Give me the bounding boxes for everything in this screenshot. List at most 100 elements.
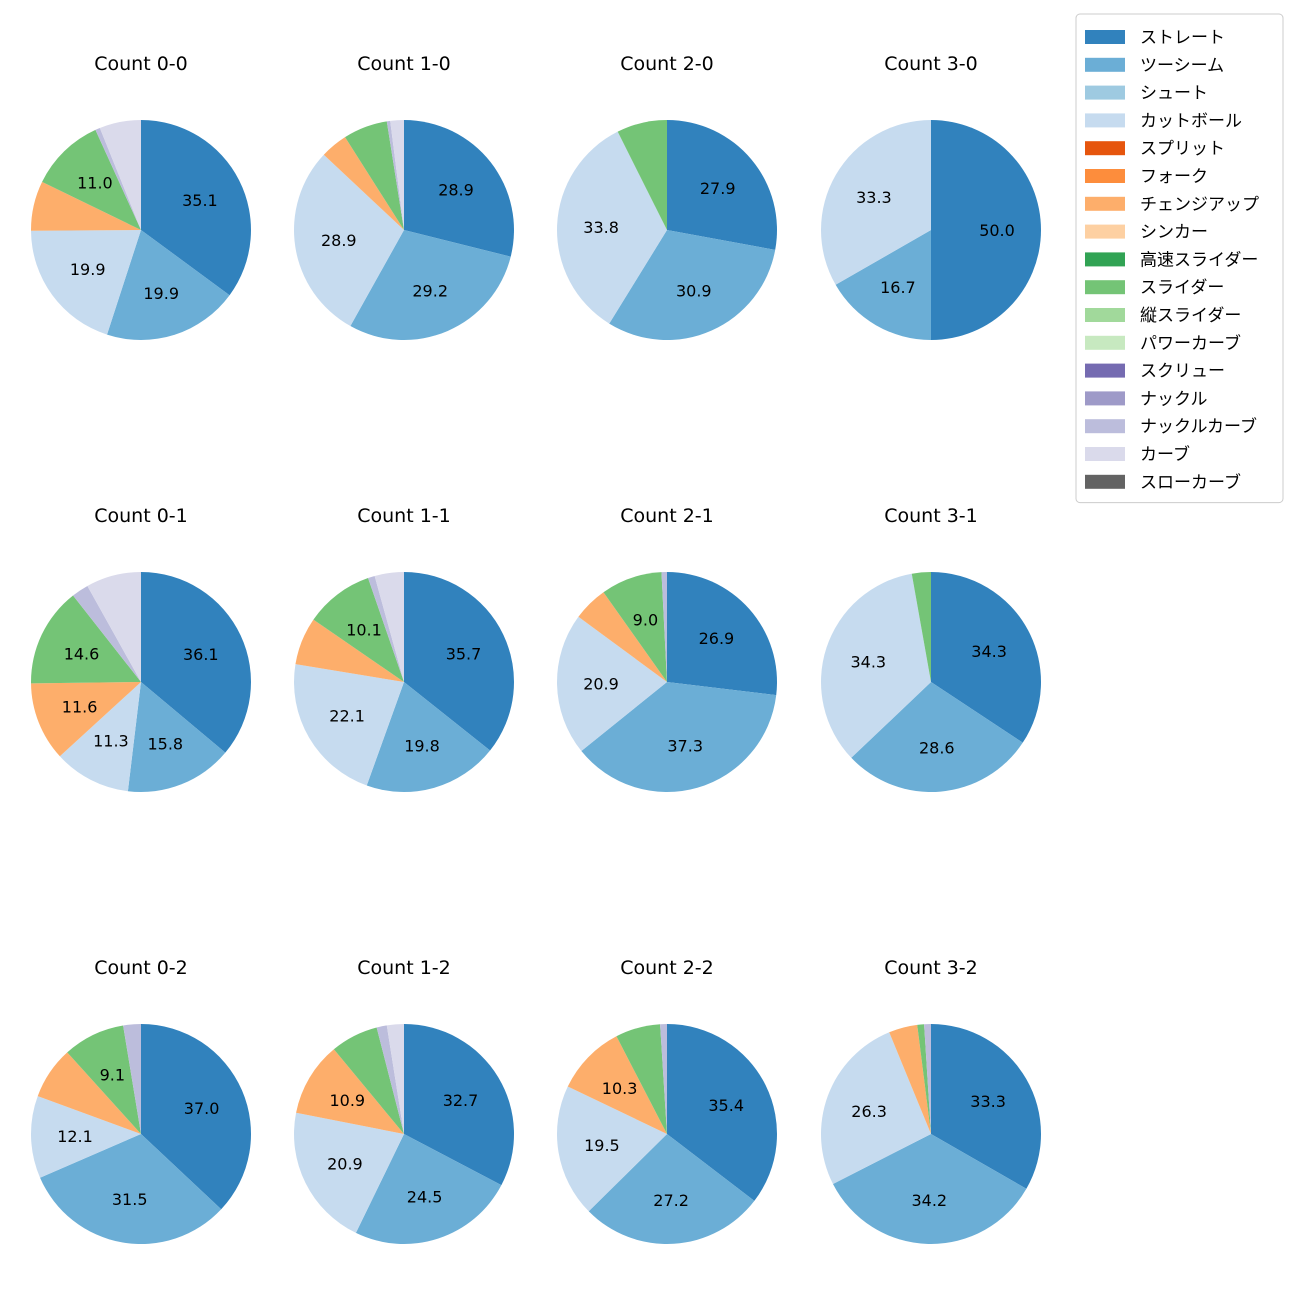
pie-slice: [345, 121, 404, 230]
pie-slice: [578, 592, 667, 682]
slice-label: 34.2: [911, 1191, 947, 1210]
legend-swatch: [1085, 113, 1125, 128]
slice-label: 29.2: [412, 282, 448, 301]
legend-item: 高速スライダー: [1085, 250, 1258, 270]
legend-label: シンカー: [1140, 223, 1208, 243]
pie-slice: [820, 119, 931, 285]
legend-item: シンカー: [1085, 223, 1208, 243]
pie-slice: [911, 572, 931, 682]
legend-swatch: [1085, 335, 1125, 350]
slice-label: 20.9: [327, 1154, 363, 1173]
legend-item: スプリット: [1085, 139, 1225, 159]
legend-swatch: [1085, 308, 1125, 322]
pie-title: Count 1-1: [357, 505, 451, 527]
slice-label: 27.9: [700, 179, 736, 198]
legend-label: ナックル: [1140, 389, 1208, 409]
legend-item: ツーシーム: [1085, 56, 1224, 76]
pie-slice: [141, 120, 251, 296]
pie-count-1-1: Count 1-1 35.7 19.8 22.1 10.1: [293, 505, 514, 793]
legend-swatch: [1085, 57, 1125, 72]
pie-slice: [295, 619, 404, 682]
legend-item: カーブ: [1085, 444, 1190, 465]
pie-title: Count 2-1: [620, 505, 714, 527]
slice-label: 16.7: [880, 278, 916, 297]
legend-swatch: [1085, 252, 1125, 267]
legend-swatch: [1085, 85, 1125, 100]
pie-slice: [667, 120, 778, 250]
slice-label: 11.0: [77, 174, 113, 193]
pie-count-1-0: Count 1-0 28.9 29.2 28.9: [293, 53, 514, 341]
slice-label: 28.9: [438, 180, 474, 199]
pie-slice: [820, 1032, 931, 1184]
pie-slice: [386, 1024, 404, 1134]
pie-slice: [581, 682, 777, 793]
pie-slice: [333, 1027, 404, 1134]
pie-slice: [931, 572, 1042, 743]
slice-label: 34.3: [971, 642, 1007, 661]
pie-title: Count 3-0: [884, 53, 978, 75]
pie-title: Count 0-2: [94, 957, 188, 979]
legend-label: スクリュー: [1140, 362, 1225, 382]
legend-item: シュート: [1085, 84, 1208, 104]
pie-slice: [617, 120, 667, 230]
slice-label: 19.9: [143, 284, 179, 303]
legend-label: ツーシーム: [1140, 56, 1224, 76]
slice-label: 19.9: [70, 260, 106, 279]
pie-charts: Count 0-0 35.1 19.9 19.9 11.0 Count 1-0 28.9 29…: [30, 53, 1042, 1245]
slice-label: 20.9: [583, 675, 619, 694]
slice-label: 11.6: [62, 697, 98, 716]
slice-label: 27.2: [653, 1191, 689, 1210]
legend-label: ストレート: [1140, 28, 1225, 48]
slice-label: 10.3: [602, 1079, 638, 1098]
pie-title: Count 0-1: [94, 505, 188, 527]
pie-count-0-1: Count 0-1 36.1 15.8 11.3 11.6 14.6: [31, 505, 251, 793]
pie-count-0-2: Count 0-2 37.0 31.5 12.1 9.1: [31, 957, 252, 1245]
legend-swatch: [1085, 169, 1125, 183]
pie-slice: [95, 127, 141, 230]
pie-slice: [323, 137, 404, 230]
slice-label: 37.3: [667, 736, 703, 755]
legend-swatch: [1085, 196, 1125, 211]
pie-slice: [294, 1112, 404, 1233]
slice-label: 28.6: [919, 739, 955, 758]
pie-count-1-2: Count 1-2 32.7 24.5 20.9 10.9: [294, 957, 515, 1244]
legend-item: ナックルカーブ: [1085, 416, 1257, 437]
pie-slice: [368, 575, 404, 682]
pie-slice: [851, 682, 1023, 792]
pie-slice: [660, 1024, 667, 1134]
slice-label: 50.0: [979, 221, 1015, 240]
legend-swatch: [1085, 30, 1125, 44]
pie-slice: [661, 572, 667, 682]
slice-label: 35.4: [708, 1096, 744, 1115]
legend-item: 縦スライダー: [1085, 306, 1241, 326]
legend-swatch: [1085, 391, 1125, 406]
pie-slice: [99, 120, 141, 230]
pie-slice: [603, 572, 667, 682]
legend-label: スローカーブ: [1140, 472, 1241, 493]
pie-slice: [31, 230, 141, 335]
pie-slice: [67, 1025, 141, 1134]
legend-label: ナックルカーブ: [1140, 416, 1257, 437]
pie-slice: [293, 664, 404, 786]
slice-label: 33.3: [970, 1092, 1006, 1111]
pie-slice: [42, 129, 141, 230]
legend-swatch: [1085, 363, 1125, 378]
slice-label: 10.1: [346, 621, 382, 640]
slice-label: 33.8: [583, 218, 619, 237]
legend-label: 縦スライダー: [1140, 306, 1241, 326]
legend-swatch: [1085, 224, 1125, 239]
legend-label: スプリット: [1140, 139, 1225, 159]
pie-title: Count 0-0: [94, 53, 188, 75]
pie-title: Count 2-0: [620, 53, 714, 75]
pie-slice: [31, 595, 141, 684]
legend-item: パワーカーブ: [1085, 333, 1241, 354]
pie-slice: [931, 120, 1041, 340]
legend-label: パワーカーブ: [1140, 333, 1241, 354]
pie-slice: [821, 573, 931, 758]
legend-item: ナックル: [1085, 389, 1208, 409]
pie-slice: [667, 572, 778, 696]
pie-slice: [386, 120, 404, 230]
slice-label: 35.7: [446, 644, 482, 663]
slice-label: 30.9: [676, 281, 712, 300]
